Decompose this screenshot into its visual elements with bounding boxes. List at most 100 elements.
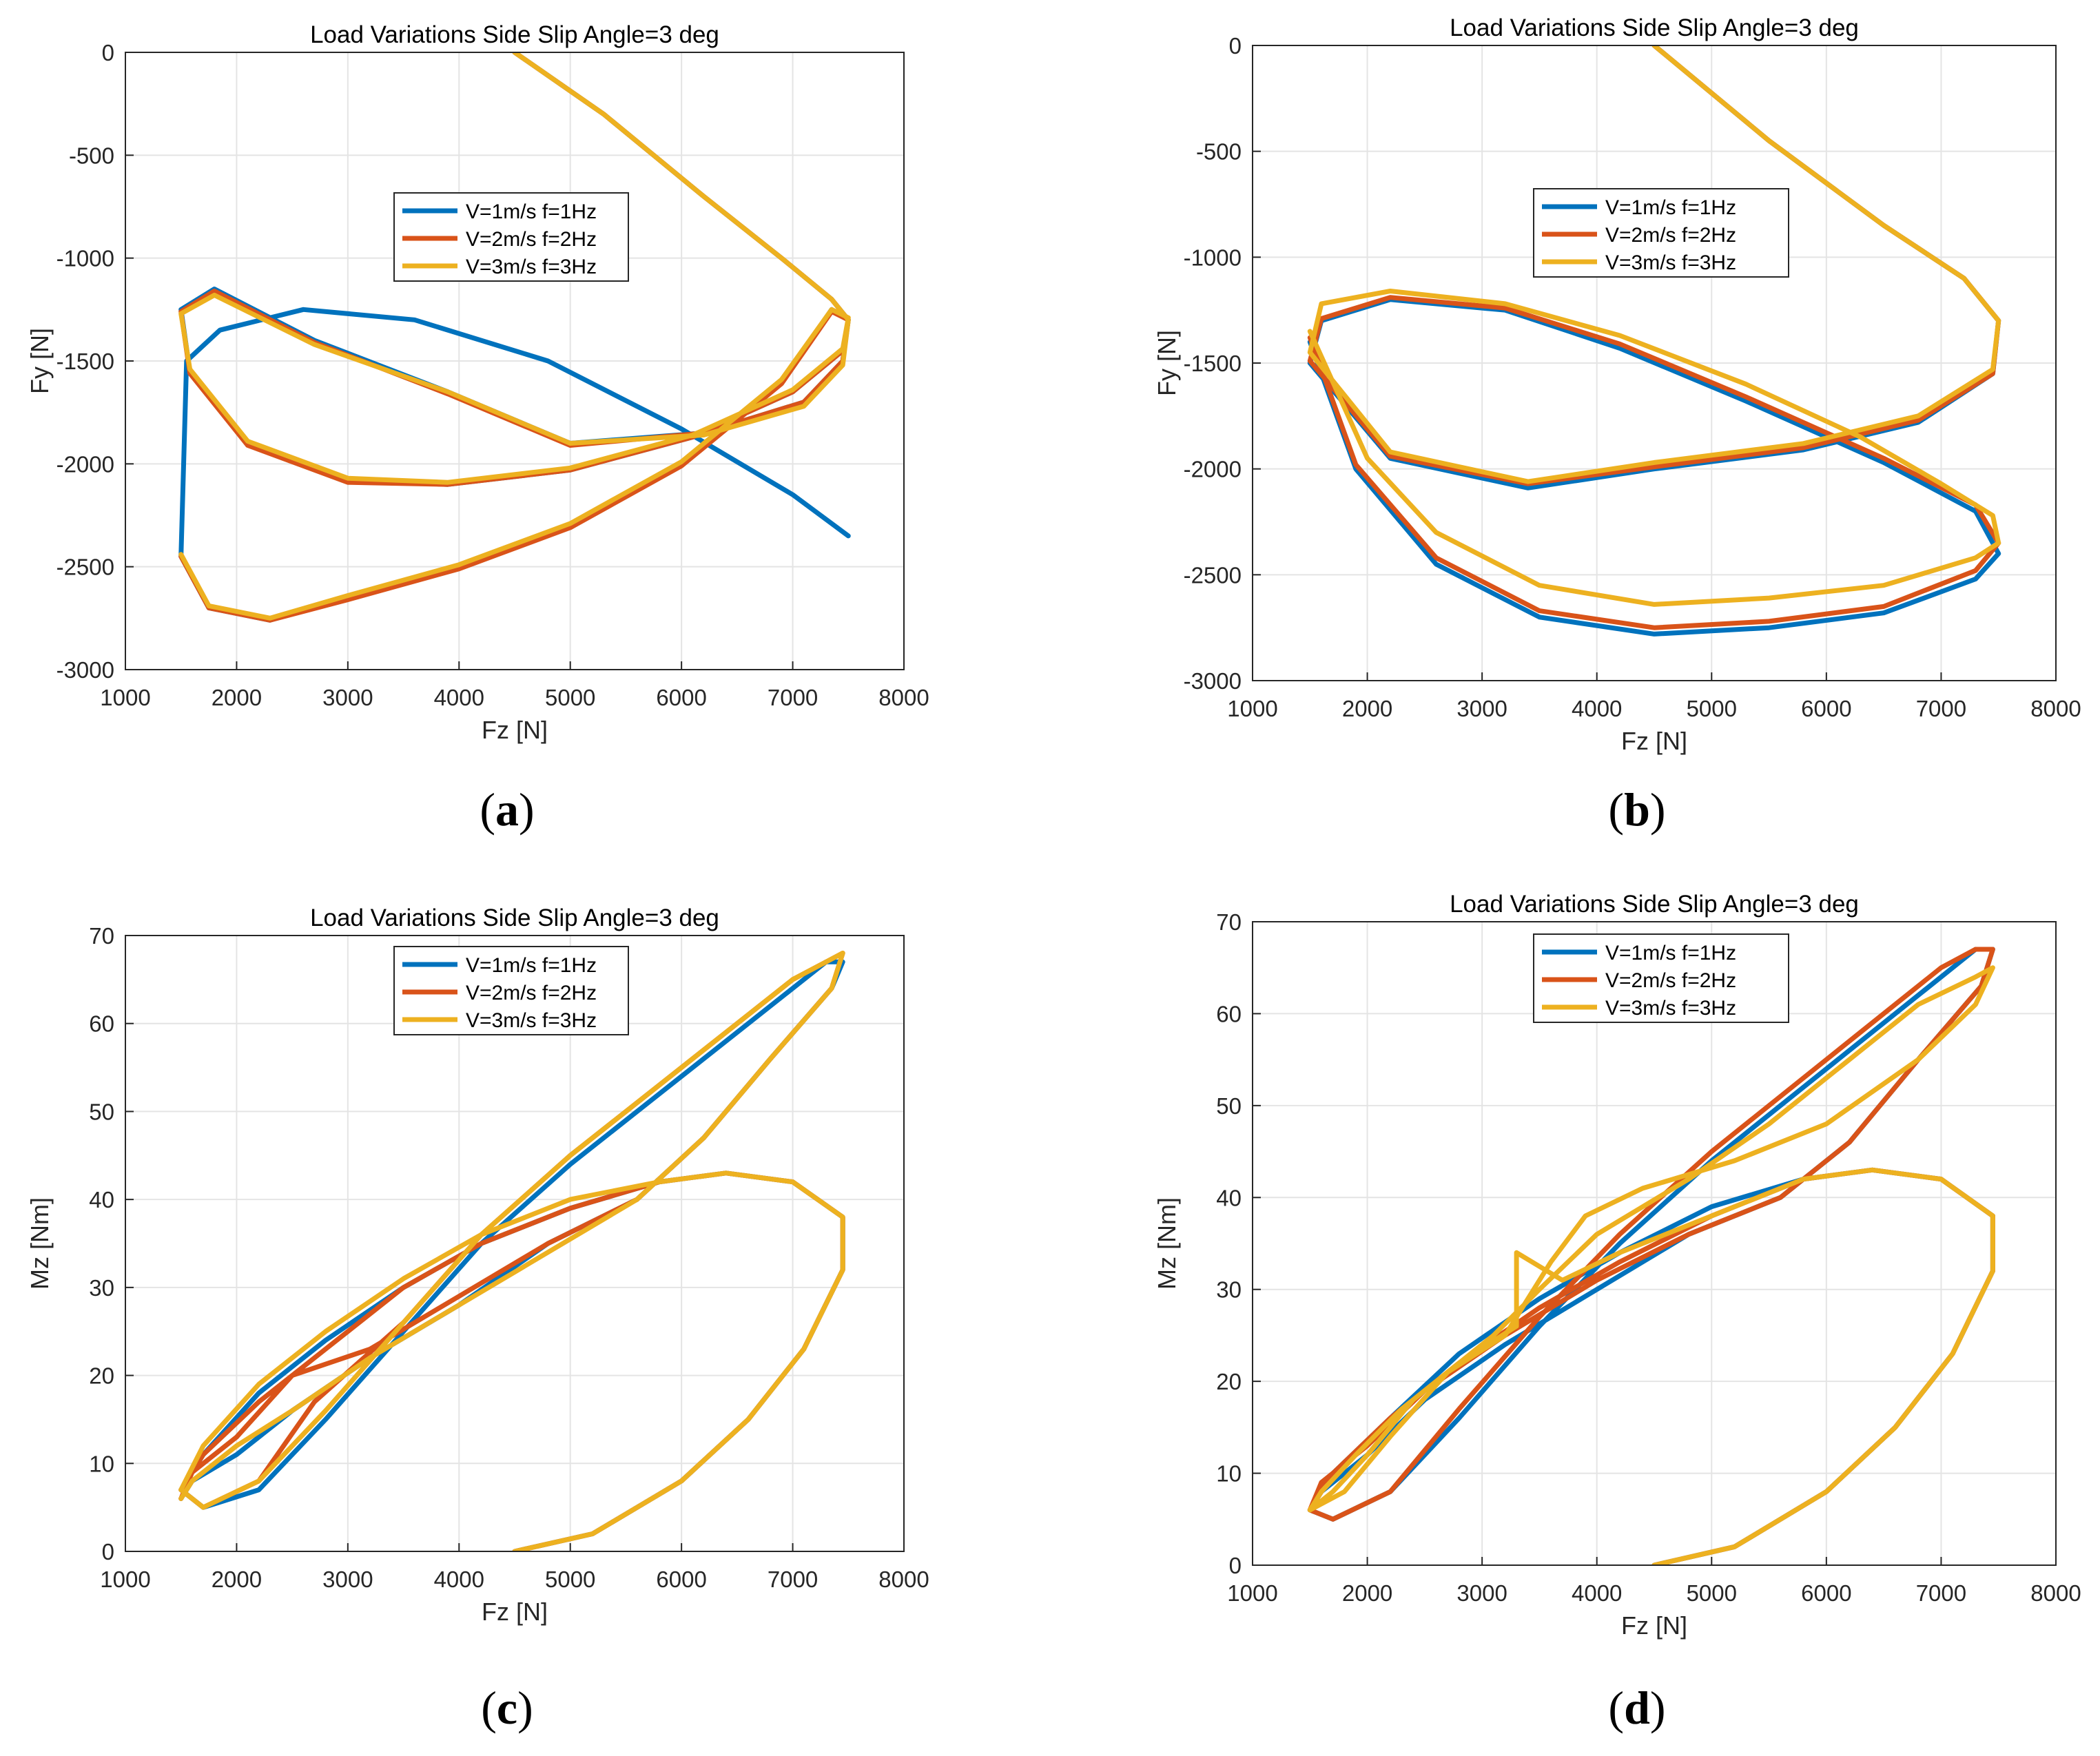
series-line-3 [178,52,851,621]
x-tick-label: 5000 [1687,696,1737,721]
legend-entry-2: V=2m/s f=2Hz [1605,969,1736,992]
chart-title: Load Variations Side Slip Angle=3 deg [310,905,719,931]
y-tick-label: -1000 [56,246,114,271]
y-tick-label: -1000 [1184,245,1242,270]
x-tick-label: 1000 [1227,696,1277,721]
y-tick-label: 0 [102,40,114,65]
x-tick-label: 5000 [545,1567,595,1592]
y-tick-label: 0 [102,1539,114,1564]
x-tick-label: 1000 [1227,1580,1277,1606]
chart-b: 1000 2000 3000 4000 5000 6000 7000 8000 0 -500 -10… [1153,14,2081,755]
legend-entry-1: V=1m/s f=1Hz [1605,942,1736,964]
y-tick-label: 70 [1216,909,1242,935]
y-tick-label: -500 [1196,139,1242,165]
series-line-3 [1307,965,1995,1565]
x-tick-label: 8000 [878,685,929,710]
caption-d: (d) [1608,1682,1666,1734]
x-tick-label: 1000 [100,1567,150,1592]
series-line-3 [178,951,845,1551]
chart-title: Load Variations Side Slip Angle=3 deg [1450,891,1859,918]
legend: V=1m/s f=1Hz V=2m/s f=2Hz V=3m/s f=3Hz [1533,933,1789,1023]
plot-area [125,936,904,1551]
axes-frame [1252,45,2057,681]
y-tick-label: 50 [1216,1093,1242,1119]
x-tick-label: 8000 [2030,1580,2081,1606]
x-tick-label: 4000 [434,685,484,710]
axes-frame [1252,921,2057,1566]
chart-c: 1000 2000 3000 4000 5000 6000 7000 8000 70 60 50 40… [25,905,929,1626]
y-tick-label: -2000 [56,451,114,477]
caption-c: (c) [481,1682,533,1734]
x-tick-label: 7000 [768,685,818,710]
y-tick-label: 60 [89,1011,114,1037]
y-tick-label: 20 [89,1363,114,1389]
y-axis-label: Fy [N] [25,328,54,394]
y-tick-label: 0 [1229,33,1242,59]
x-tick-label: 2000 [1342,696,1392,721]
x-tick-label: 6000 [1801,1580,1851,1606]
x-tick-label: 6000 [656,685,706,710]
legend: V=1m/s f=1Hz V=2m/s f=2Hz V=3m/s f=3Hz [1533,188,1789,278]
x-tick-label: 8000 [2030,696,2081,721]
x-tick-label: 5000 [1687,1580,1737,1606]
y-tick-label: 40 [1216,1185,1242,1210]
y-tick-label: -500 [69,143,114,168]
x-tick-label: 8000 [878,1567,929,1592]
legend-entry-3: V=3m/s f=3Hz [466,256,597,278]
chart-title: Load Variations Side Slip Angle=3 deg [1450,14,1859,41]
x-tick-label: 3000 [322,1567,373,1592]
axes-frame [125,52,905,670]
y-tick-label: 0 [1229,1553,1242,1578]
y-axis-label: Mz [Nm] [25,1197,54,1290]
legend: V=1m/s f=1Hz V=2m/s f=2Hz V=3m/s f=3Hz [393,946,629,1035]
x-axis-label: Fz [N] [482,716,548,744]
x-tick-label: 3000 [1456,696,1507,721]
x-tick-label: 2000 [1342,1580,1392,1606]
y-tick-label: -3000 [1184,668,1242,694]
legend-entry-3: V=3m/s f=3Hz [466,1009,597,1032]
x-tick-label: 2000 [212,685,262,710]
x-tick-label: 3000 [322,685,373,710]
x-tick-label: 7000 [1916,1580,1966,1606]
caption-b: (b) [1608,783,1666,836]
legend-entry-2: V=2m/s f=2Hz [466,228,597,251]
legend-entry-2: V=2m/s f=2Hz [1605,224,1736,247]
x-tick-label: 4000 [1572,696,1622,721]
y-axis-label: Mz [Nm] [1153,1197,1181,1290]
y-tick-label: -2000 [1184,457,1242,482]
y-tick-label: 70 [89,923,114,949]
y-tick-label: 60 [1216,1001,1242,1026]
legend-entry-3: V=3m/s f=3Hz [1605,251,1736,274]
x-tick-label: 6000 [656,1567,706,1592]
legend-entry-1: V=1m/s f=1Hz [466,200,597,223]
y-tick-label: -2500 [1184,562,1242,588]
chart-d: 1000 2000 3000 4000 5000 6000 7000 8000 70 60 50 40… [1153,891,2081,1640]
y-tick-label: 10 [89,1451,114,1476]
x-tick-label: 3000 [1456,1580,1507,1606]
caption-a: (a) [480,783,535,836]
y-tick-label: 30 [89,1275,114,1301]
y-tick-label: 20 [1216,1369,1242,1394]
legend-entry-3: V=3m/s f=3Hz [1605,997,1736,1020]
chart-title: Load Variations Side Slip Angle=3 deg [310,21,719,48]
y-tick-label: -1500 [1184,351,1242,376]
x-axis-label: Fz [N] [482,1598,548,1626]
series-line-3 [1307,45,2001,607]
x-tick-label: 7000 [1916,696,1966,721]
x-axis-label: Fz [N] [1621,727,1687,755]
x-tick-label: 6000 [1801,696,1851,721]
y-tick-label: 40 [89,1187,114,1212]
legend-entry-1: V=1m/s f=1Hz [466,954,597,977]
x-tick-label: 7000 [768,1567,818,1592]
x-axis-label: Fz [N] [1621,1611,1687,1640]
chart-a: 1000 2000 3000 4000 5000 6000 7000 8000 0 -500 -10… [25,21,929,744]
x-tick-label: 2000 [212,1567,262,1592]
legend: V=1m/s f=1Hz V=2m/s f=2Hz V=3m/s f=3Hz [393,192,629,282]
y-tick-label: -2500 [56,555,114,580]
y-tick-label: -1500 [56,349,114,374]
legend-entry-1: V=1m/s f=1Hz [1605,196,1736,219]
x-tick-label: 4000 [434,1567,484,1592]
x-tick-label: 1000 [100,685,150,710]
